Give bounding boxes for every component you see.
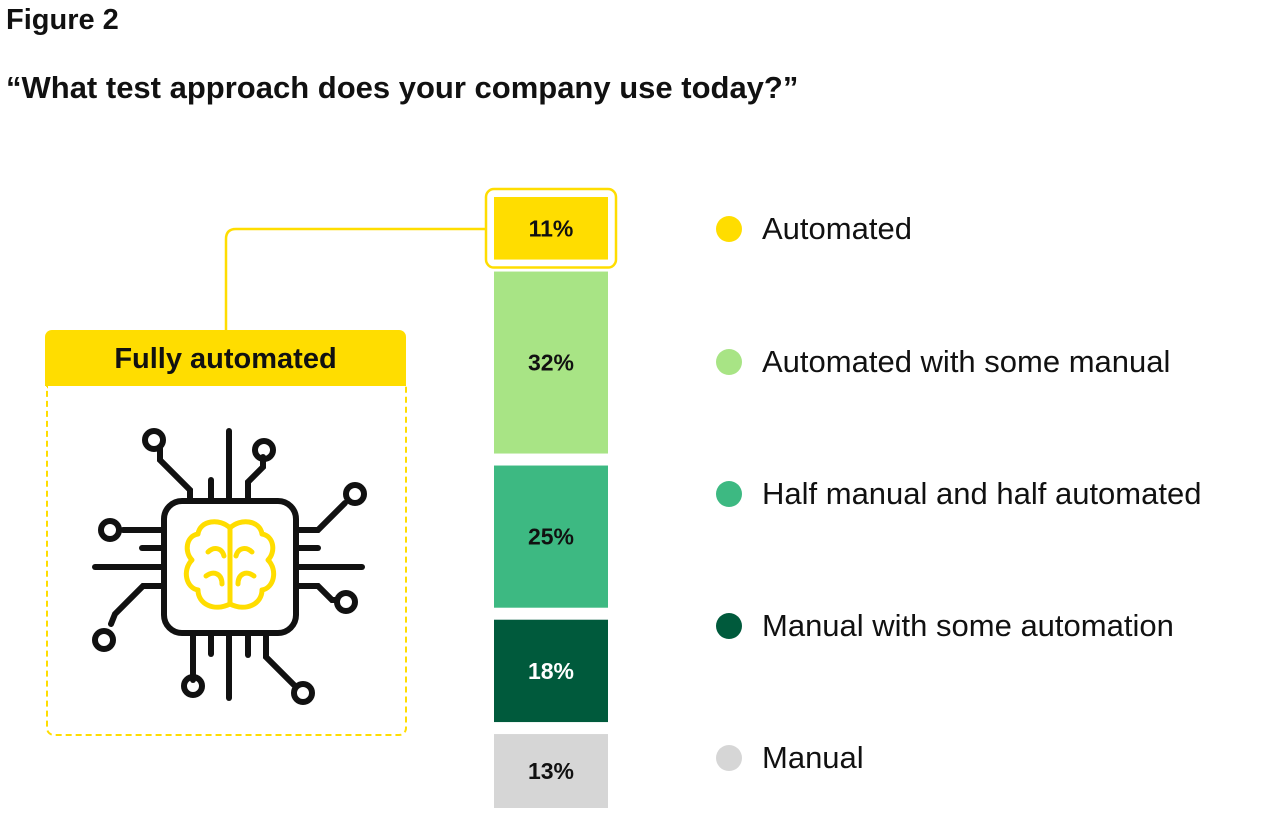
legend-label: Automated	[762, 211, 912, 246]
legend-item-manual-with-some-automation: Manual with some automation	[716, 608, 1174, 644]
legend-label: Half manual and half automated	[762, 476, 1202, 511]
legend-item-half-manual-and-half-automated: Half manual and half automated	[716, 476, 1201, 512]
chart-question: “What test approach does your company us…	[6, 70, 799, 105]
legend-swatch	[716, 613, 742, 639]
bar-segment-automated	[494, 197, 608, 260]
bar-segment-manual	[494, 734, 608, 808]
legend-swatch	[716, 216, 742, 242]
legend-item-automated: Automated	[716, 211, 912, 247]
legend-item-manual: Manual	[716, 740, 864, 776]
data-label-automated-with-some-manual: 32%	[528, 350, 574, 376]
data-label-half-manual-and-half-automated: 25%	[528, 524, 574, 550]
callout-title: Fully automated	[45, 330, 406, 386]
data-label-manual: 13%	[528, 758, 574, 784]
bar-segment-half-manual-and-half-automated	[494, 465, 608, 608]
legend-swatch	[716, 745, 742, 771]
legend-item-automated-with-some-manual: Automated with some manual	[716, 344, 1170, 380]
figure-label: Figure 2	[6, 4, 119, 36]
legend-swatch	[716, 349, 742, 375]
data-label-manual-with-some-automation: 18%	[528, 658, 574, 684]
legend-swatch	[716, 481, 742, 507]
data-label-automated: 11%	[529, 215, 574, 241]
bar-segments: 11% 32% 25% 18% 13%	[484, 187, 618, 808]
callout-box	[46, 386, 407, 736]
bar-segment-automated-with-some-manual	[494, 271, 608, 454]
legend-label: Automated with some manual	[762, 344, 1171, 379]
highlight-outline	[484, 187, 618, 269]
bar-segment-manual-with-some-automation	[494, 619, 608, 723]
legend-label: Manual	[762, 740, 864, 775]
callout-connector	[224, 227, 486, 330]
legend-label: Manual with some automation	[762, 608, 1174, 643]
brain-icon	[183, 519, 277, 610]
